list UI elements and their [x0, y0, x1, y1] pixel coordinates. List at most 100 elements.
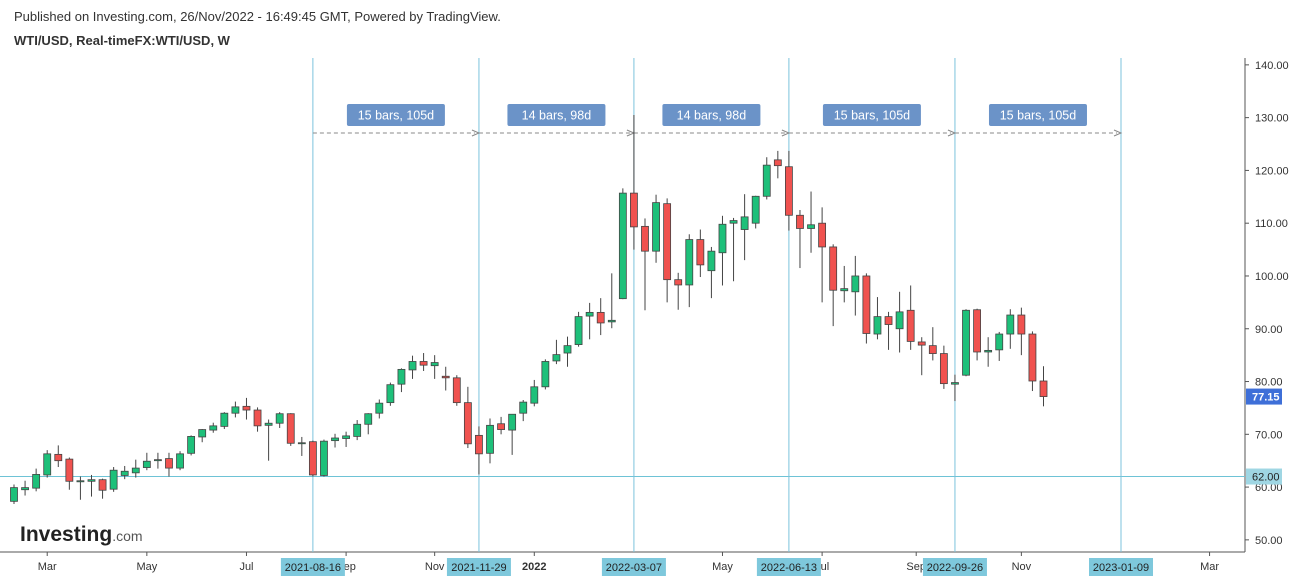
candle-body: [862, 275, 871, 334]
date-marker-label: 2022-06-13: [761, 562, 817, 574]
last-price-box: [1246, 388, 1282, 405]
x-tick-label: Jul: [239, 561, 253, 573]
candle-body: [475, 434, 483, 455]
candle-body: [973, 309, 981, 353]
candle-body: [452, 377, 461, 404]
candle-body: [773, 159, 782, 167]
candle-body: [342, 435, 351, 439]
candle-body: [641, 225, 649, 252]
candle-body: [408, 361, 417, 371]
candle-body: [76, 480, 85, 483]
candle-body: [851, 275, 860, 293]
logo: Investing.com: [20, 523, 143, 546]
candle-body: [884, 316, 893, 325]
candle-body: [231, 406, 240, 414]
candle-body: [320, 440, 328, 476]
date-marker-box: [601, 558, 666, 576]
candle-body: [54, 453, 63, 462]
candle-body: [718, 223, 727, 254]
candle-body: [154, 459, 162, 462]
candle-body: [497, 423, 505, 430]
y-tick-label: 50.00: [1255, 535, 1283, 547]
logo-name: Investing: [20, 523, 112, 546]
candle-body: [530, 386, 539, 404]
candle-body: [519, 401, 528, 414]
candle-body: [1017, 314, 1026, 335]
range-label: 15 bars, 105d: [1000, 109, 1076, 123]
date-marker-label: 2022-03-07: [606, 562, 662, 574]
candle-body: [364, 413, 373, 425]
candle-body: [165, 458, 173, 469]
x-tick-label: 2022: [522, 561, 546, 573]
date-marker-label: 2021-08-16: [285, 562, 341, 574]
candle-body: [707, 250, 716, 272]
y-tick-label: 130.00: [1255, 113, 1289, 125]
candle-body: [397, 368, 406, 385]
published-note: Published on Investing.com, 26/Nov/2022 …: [14, 9, 501, 24]
plot: 50.00 60.00 70.00 80.00 90.00 100.00 110.00 120…: [0, 58, 1289, 576]
date-marker-label: 2022-09-26: [927, 562, 983, 574]
candle-body: [840, 288, 849, 292]
candle-body: [419, 361, 428, 366]
y-tick-label: 90.00: [1255, 324, 1283, 336]
candle-body: [807, 224, 815, 229]
candle-body: [109, 469, 118, 490]
range-label: 15 bars, 105d: [358, 109, 434, 123]
candle-body: [65, 458, 74, 482]
candle-body: [1028, 333, 1037, 382]
x-tick-label: Nov: [1012, 561, 1032, 573]
range-box: [346, 104, 445, 126]
x-tick-label: Sep: [906, 561, 926, 573]
candle-body: [286, 413, 295, 444]
arrow-head: [1113, 129, 1123, 137]
candle-body: [32, 474, 41, 489]
range-label: 15 bars, 105d: [834, 109, 910, 123]
y-tick-label: 140.00: [1255, 60, 1289, 72]
candle-body: [740, 216, 749, 230]
y-tick-label: 60.00: [1255, 482, 1283, 494]
candle-body: [441, 375, 450, 379]
candle-body: [951, 382, 959, 385]
candle-body: [906, 309, 915, 342]
candle-body: [297, 442, 306, 445]
candle-body: [486, 424, 494, 454]
candle-body: [696, 239, 705, 266]
y-tick-label: 120.00: [1255, 165, 1289, 177]
candle-body: [751, 195, 760, 224]
candle-body: [430, 362, 439, 367]
candle-body: [10, 487, 18, 502]
y-tick-label: 80.00: [1255, 377, 1283, 389]
candle-body: [928, 345, 937, 354]
candle-body: [674, 279, 683, 286]
range-label: 14 bars, 98d: [677, 109, 747, 123]
candle-body: [353, 423, 362, 437]
hline-label-box: [1246, 468, 1282, 485]
candle-body: [685, 239, 694, 286]
candle-body: [630, 192, 638, 228]
candle-body: [729, 220, 738, 224]
candle-body: [818, 222, 827, 248]
x-tick-label: May: [136, 561, 157, 573]
logo-suffix: .com: [112, 528, 142, 544]
candle-body: [87, 479, 96, 482]
range-box: [507, 104, 606, 126]
candle-body: [785, 166, 793, 216]
candle-body: [131, 467, 140, 474]
y-tick-label: 110.00: [1255, 218, 1288, 230]
candle-body: [242, 405, 251, 411]
symbol-title: WTI/USD, Real-timeFX:WTI/USD, W: [14, 33, 231, 48]
candle-body: [552, 354, 561, 362]
date-marker-box: [756, 558, 821, 576]
candle-body: [1006, 314, 1015, 335]
candle-body: [463, 402, 472, 445]
x-tick-label: Mar: [1200, 561, 1219, 573]
date-marker-box: [922, 558, 987, 576]
range-box: [822, 104, 921, 126]
candle-body: [563, 345, 572, 354]
candle-body: [607, 319, 616, 323]
range-box: [988, 104, 1087, 126]
candle-body: [198, 429, 207, 438]
candle-body: [1039, 380, 1048, 397]
candle-body: [917, 341, 926, 346]
